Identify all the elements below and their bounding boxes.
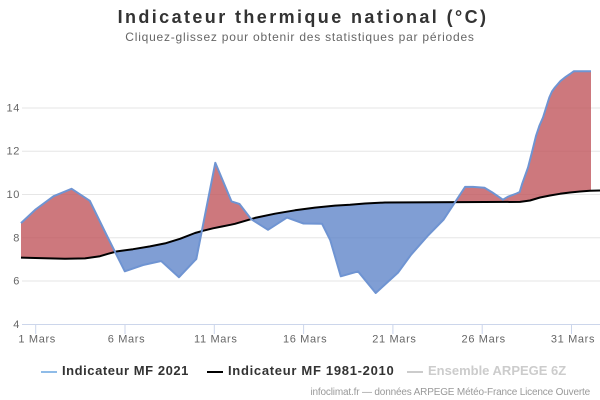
svg-text:11 Mars: 11 Mars [194, 334, 237, 346]
svg-text:31 Mars: 31 Mars [551, 334, 595, 346]
svg-text:1 Mars: 1 Mars [18, 334, 56, 346]
svg-text:21 Mars: 21 Mars [372, 334, 416, 346]
svg-text:26 Mars: 26 Mars [462, 334, 506, 346]
svg-text:4: 4 [13, 319, 20, 331]
svg-text:16 Mars: 16 Mars [283, 334, 327, 346]
svg-text:8: 8 [13, 232, 20, 244]
svg-text:6 Mars: 6 Mars [108, 334, 146, 346]
svg-text:10: 10 [6, 189, 20, 201]
svg-text:12: 12 [6, 146, 20, 158]
svg-text:14: 14 [6, 103, 20, 115]
svg-text:6: 6 [13, 276, 20, 288]
